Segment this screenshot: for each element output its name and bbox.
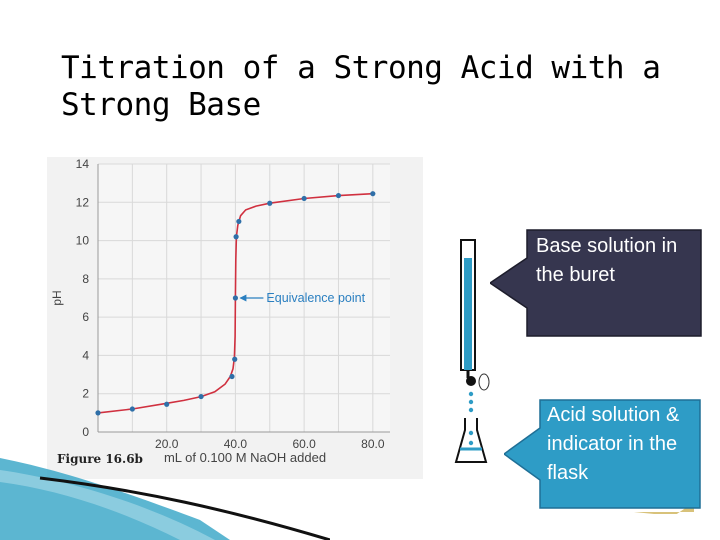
base-callout (490, 229, 702, 337)
x-tick-label: 60.0 (292, 437, 316, 451)
drop (468, 399, 474, 405)
y-tick-label: 6 (82, 310, 89, 324)
slide-title: Titration of a Strong Acid with a Strong… (61, 50, 661, 123)
flask-liquid (468, 430, 474, 436)
y-tick-label: 2 (82, 387, 89, 401)
data-point (370, 191, 376, 197)
data-point (232, 356, 238, 362)
data-point (236, 218, 242, 225)
stopcock (466, 376, 476, 386)
y-axis-label: pH (50, 290, 64, 305)
data-point (335, 192, 342, 199)
data-point (198, 393, 204, 400)
curve-layer (97, 192, 373, 414)
data-point (164, 401, 170, 407)
x-tick-label: 80.0 (361, 437, 385, 451)
y-tick-label: 4 (82, 348, 89, 362)
data-point (233, 234, 239, 240)
decorative-swoosh (0, 458, 330, 540)
base-callout-text: Base solution in the buret (536, 235, 678, 286)
acid-callout-shape (504, 399, 701, 509)
y-tick-label: 0 (82, 425, 89, 439)
drop (468, 407, 474, 413)
buret-liquid (464, 258, 472, 370)
data-point (301, 195, 307, 202)
drop (468, 391, 474, 397)
titration-chart: 0 2 4 6 8 10 12 14 20.0 40.0 60.0 80.0 Equivalence … (47, 157, 423, 479)
acid-callout (504, 399, 701, 514)
y-tick-label: 12 (76, 195, 90, 209)
y-tick-label: 10 (76, 234, 90, 248)
chart-svg: 0 2 4 6 8 10 12 14 20.0 40.0 60.0 80.0 Equivalence … (47, 157, 423, 479)
acid-callout-text: Acid solution & indicator in the flask (547, 404, 680, 484)
flask-liquid (468, 440, 474, 446)
stopcock-handle (478, 373, 490, 391)
swoosh-line (39, 476, 330, 540)
data-point (129, 406, 135, 412)
point-layer (95, 191, 376, 416)
x-tick-label: 20.0 (155, 437, 179, 451)
tick-layer: 0 2 4 6 8 10 12 14 20.0 40.0 60.0 80.0 (76, 157, 385, 451)
x-tick-label: 40.0 (224, 437, 248, 451)
annotation-layer: Equivalence point (239, 291, 366, 305)
base-callout-shape (490, 229, 702, 337)
flask (454, 418, 488, 463)
titration-curve (97, 192, 373, 414)
data-point (229, 373, 235, 380)
data-point (95, 410, 101, 416)
titration-apparatus (454, 239, 490, 463)
annotation-label: Equivalence point (266, 291, 365, 305)
figure-label: Figure 16.6b (57, 452, 143, 466)
x-axis-label: mL of 0.100 M NaOH added (164, 450, 326, 465)
y-tick-label: 14 (76, 157, 90, 171)
data-point (232, 295, 239, 301)
y-tick-label: 8 (82, 272, 89, 286)
swoosh-highlight (0, 470, 215, 540)
data-point (267, 200, 273, 206)
annotation-arrowhead (239, 294, 247, 302)
